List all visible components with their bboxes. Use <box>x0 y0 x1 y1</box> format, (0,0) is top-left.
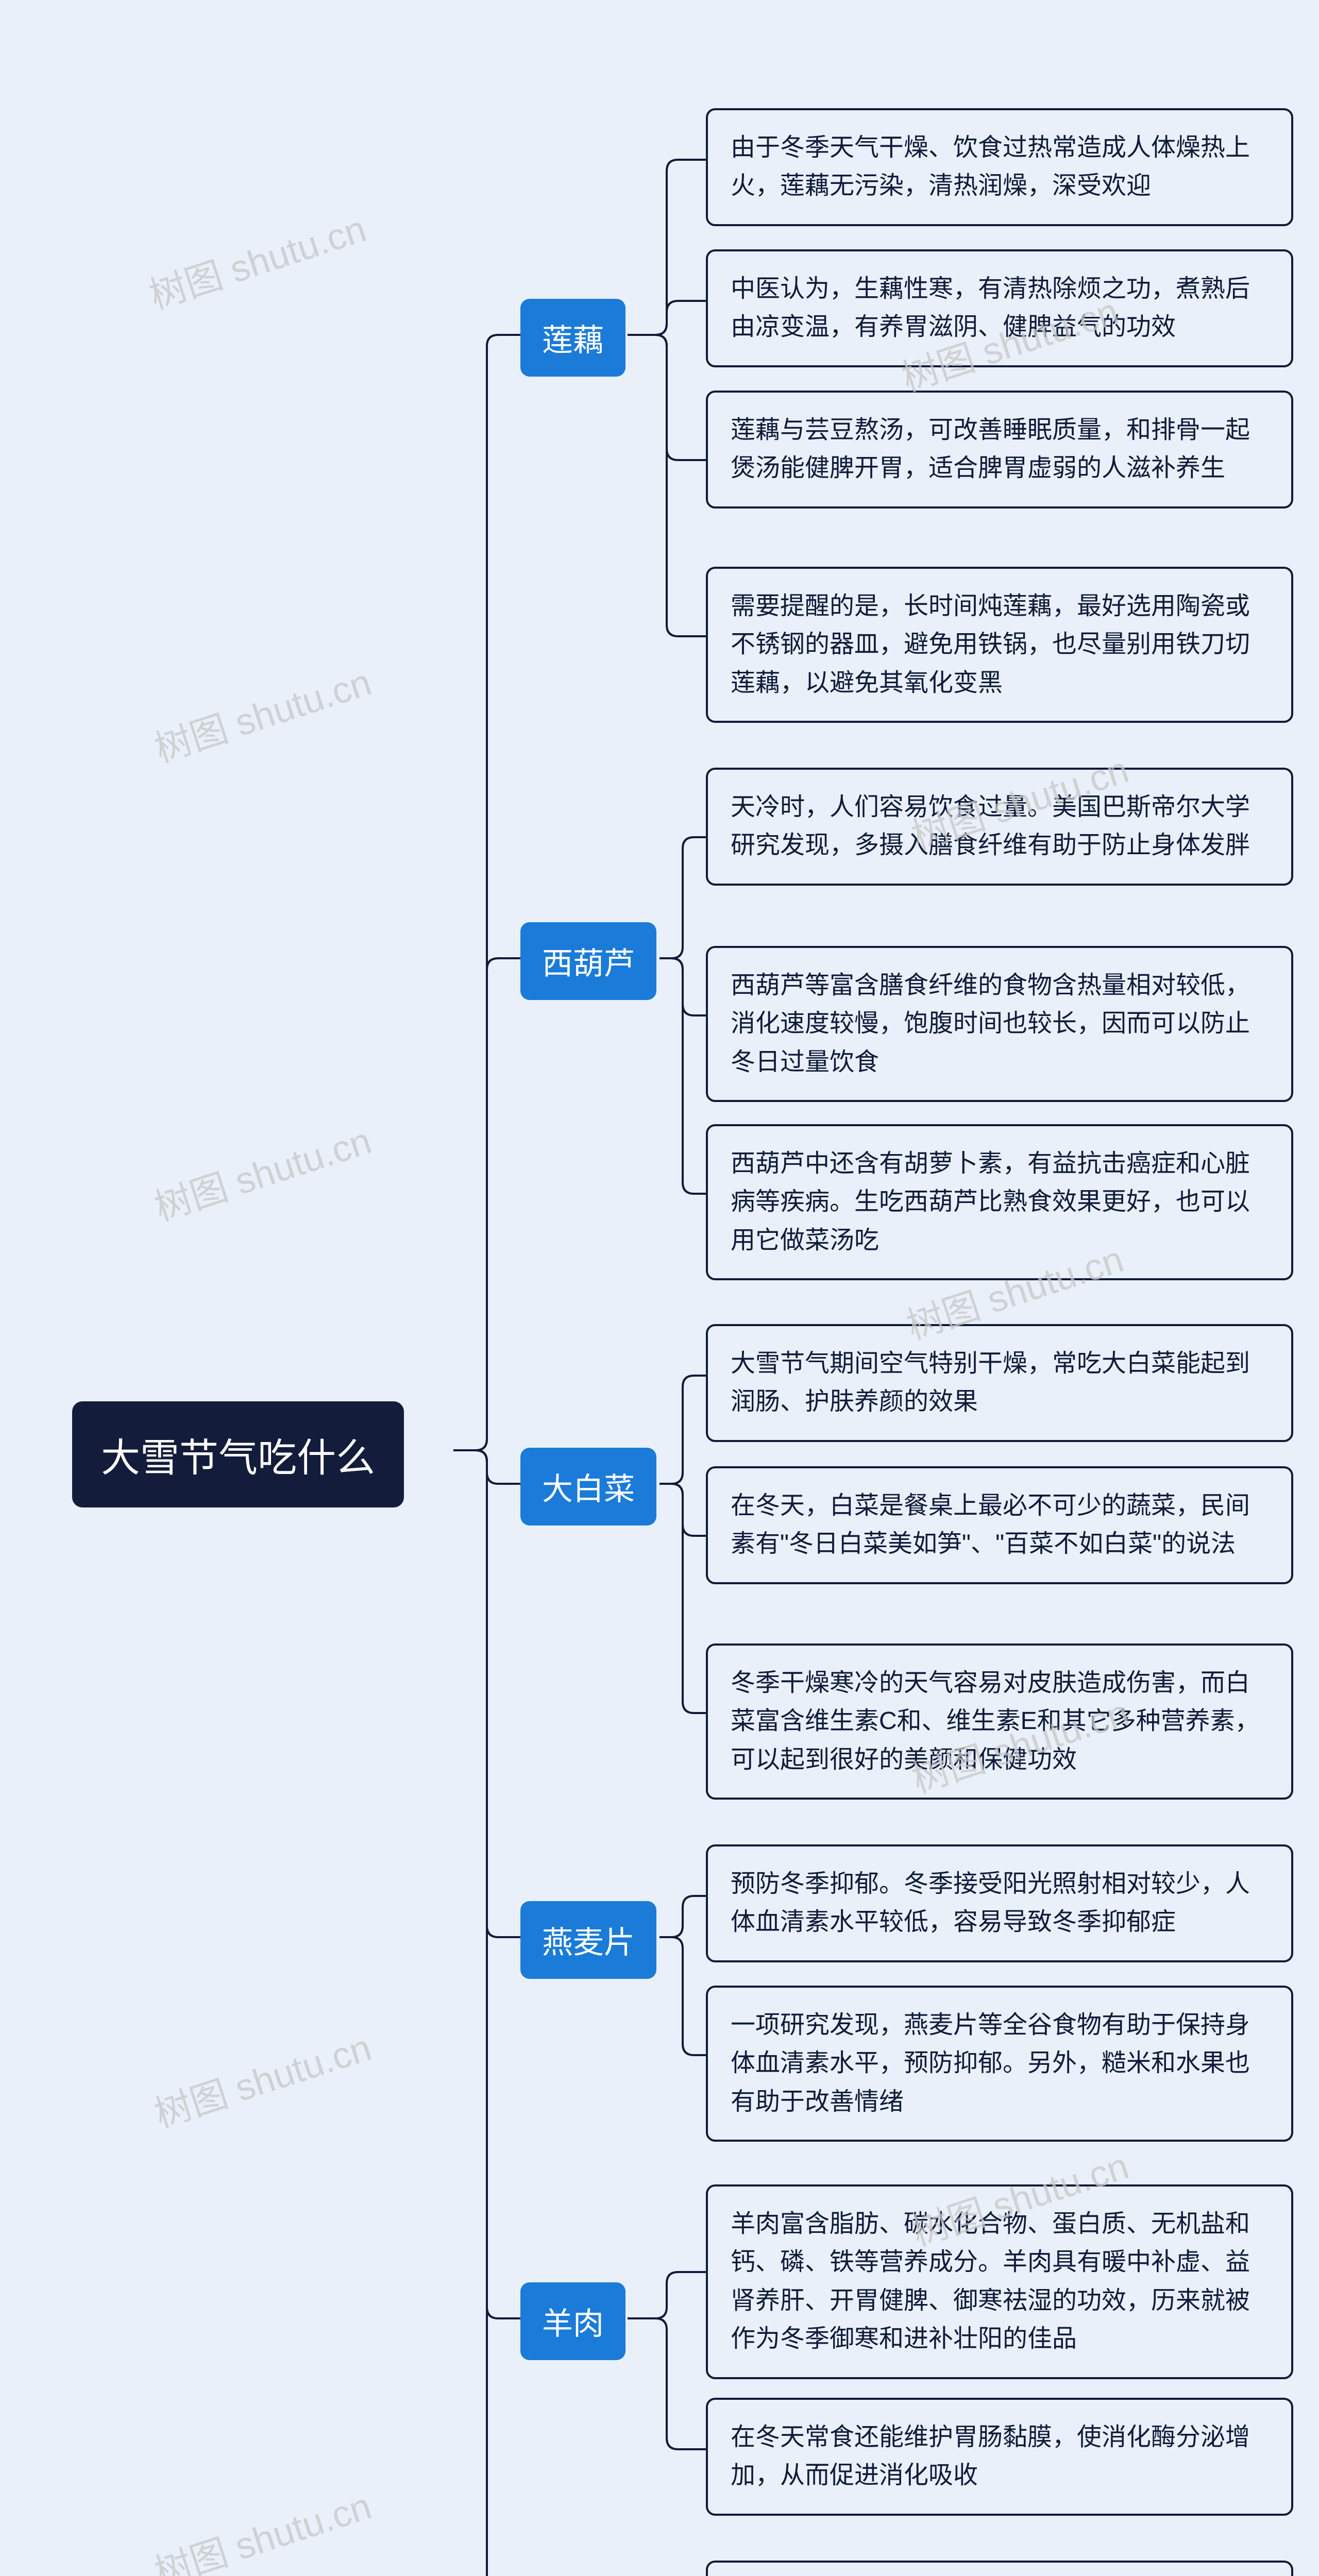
watermark: 树图 shutu.cn <box>146 1110 377 1231</box>
mindmap-leaf: 羊肉富含脂肪、碳水化合物、蛋白质、无机盐和钙、磷、铁等营养成分。羊肉具有暖中补虚… <box>706 2184 1293 2379</box>
mindmap-root: 大雪节气吃什么 <box>72 1401 404 1507</box>
mindmap-category: 燕麦片 <box>520 1901 656 1979</box>
mindmap-category: 莲藕 <box>520 299 625 377</box>
mindmap-leaf: 莲藕与芸豆熬汤，可改善睡眠质量，和排骨一起煲汤能健脾开胃，适合脾胃虚弱的人滋补养… <box>706 391 1293 509</box>
mindmap-leaf: 冬季干燥寒冷的天气容易对皮肤造成伤害，而白菜富含维生素C和、维生素E和其它多种营… <box>706 1643 1293 1800</box>
mindmap-leaf: 由于冬季天气干燥、饮食过热常造成人体燥热上火，莲藕无污染，清热润燥，深受欢迎 <box>706 108 1293 226</box>
mindmap-category: 羊肉 <box>520 2282 625 2360</box>
mindmap-leaf: 一项研究发现，燕麦片等全谷食物有助于保持身体血清素水平，预防抑郁。另外，糙米和水… <box>706 1986 1293 2142</box>
mindmap-leaf: 需要提醒的是，长时间炖莲藕，最好选用陶瓷或不锈钢的器皿，避免用铁锅，也尽量别用铁… <box>706 567 1293 723</box>
watermark: 树图 shutu.cn <box>141 198 371 319</box>
mindmap-category: 西葫芦 <box>520 922 656 1000</box>
mindmap-leaf: 天冷时，人们容易饮食过量。美国巴斯帝尔大学研究发现，多摄入膳食纤维有助于防止身体… <box>706 768 1293 886</box>
mindmap-leaf: 大雪节气期间空气特别干燥，常吃大白菜能起到润肠、护肤养颜的效果 <box>706 1324 1293 1442</box>
watermark: 树图 shutu.cn <box>146 2476 377 2576</box>
mindmap-leaf: 在冬天常食还能维护胃肠黏膜，使消化酶分泌增加，从而促进消化吸收 <box>706 2398 1293 2516</box>
mindmap-leaf: 中医认为，生藕性寒，有清热除烦之功，煮熟后由凉变温，有养胃滋阴、健脾益气的功效 <box>706 249 1293 367</box>
mindmap-leaf: 黑豆含有丰富的铁和铜等矿物质，其抗氧化物含量高于其他豆类 <box>706 2561 1293 2576</box>
watermark: 树图 shutu.cn <box>146 652 377 773</box>
mindmap-category: 大白菜 <box>520 1448 656 1526</box>
mindmap-leaf: 西葫芦等富含膳食纤维的食物含热量相对较低，消化速度较慢，饱腹时间也较长，因而可以… <box>706 946 1293 1102</box>
mindmap-leaf: 西葫芦中还含有胡萝卜素，有益抗击癌症和心脏病等疾病。生吃西葫芦比熟食效果更好，也… <box>706 1124 1293 1280</box>
watermark: 树图 shutu.cn <box>146 2017 377 2138</box>
mindmap-leaf: 在冬天，白菜是餐桌上最必不可少的蔬菜，民间素有"冬日白菜美如笋"、"百菜不如白菜… <box>706 1466 1293 1584</box>
mindmap-leaf: 预防冬季抑郁。冬季接受阳光照射相对较少，人体血清素水平较低，容易导致冬季抑郁症 <box>706 1844 1293 1962</box>
